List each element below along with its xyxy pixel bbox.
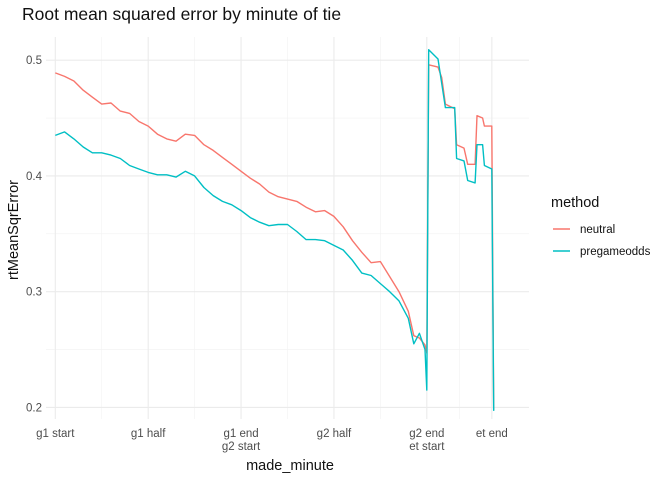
y-tick-label: 0.3 (26, 287, 42, 299)
x-tick-label: g1 start (36, 428, 75, 440)
y-tick-label: 0.5 (26, 55, 42, 67)
series-line-pregameodds (55, 49, 495, 411)
legend-label-neutral: neutral (580, 224, 615, 236)
y-tick-label: 0.2 (26, 402, 42, 414)
x-tick-label: g2 half (317, 428, 352, 440)
x-axis-title: made_minute (246, 458, 334, 474)
y-tick-labels: 0.2 0.3 0.4 0.5 (26, 55, 43, 414)
series-lines (55, 49, 495, 411)
grid-lines (46, 37, 529, 419)
x-tick-labels: g1 start g1 half g1 end g2 start g2 half g2 e… (36, 428, 508, 453)
y-tick-label: 0.4 (26, 171, 43, 183)
legend-label-pregameodds: pregameodds (580, 246, 651, 258)
x-tick-label: et end (476, 428, 508, 440)
x-tick-label: g2 end et start (409, 428, 445, 453)
legend: method neutral pregameodds (551, 195, 651, 258)
y-axis-title: rtMeanSqrError (6, 180, 22, 280)
chart-title: Root mean squared error by minute of tie (22, 4, 341, 24)
x-tick-label: g1 half (131, 428, 166, 440)
legend-title: method (551, 195, 599, 211)
x-tick-label: g1 end g2 start (222, 428, 261, 453)
